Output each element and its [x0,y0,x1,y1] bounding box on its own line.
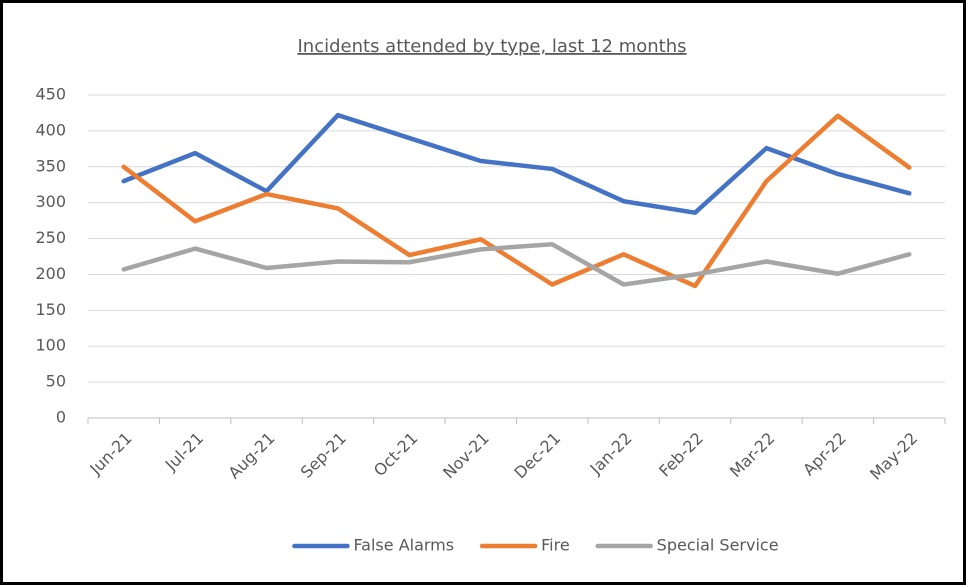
series-line [121,112,912,215]
y-tick-label: 200 [35,264,66,283]
y-tick-label: 450 [35,85,66,104]
y-tick-label: 400 [35,120,66,139]
series-line [121,113,912,289]
y-tick-label: 150 [35,300,66,319]
y-tick-label: 250 [35,228,66,247]
legend-label: Fire [541,536,570,555]
chart-title: Incidents attended by type, last 12 mont… [297,36,686,57]
y-tick-label: 350 [35,156,66,175]
y-tick-label: 0 [56,408,66,427]
y-tick-label: 300 [35,192,66,211]
y-tick-label: 100 [35,336,66,355]
y-tick-label: 50 [46,372,66,391]
series-line [121,242,912,287]
legend-label: False Alarms [353,536,454,555]
legend-label: Special Service [657,536,779,555]
